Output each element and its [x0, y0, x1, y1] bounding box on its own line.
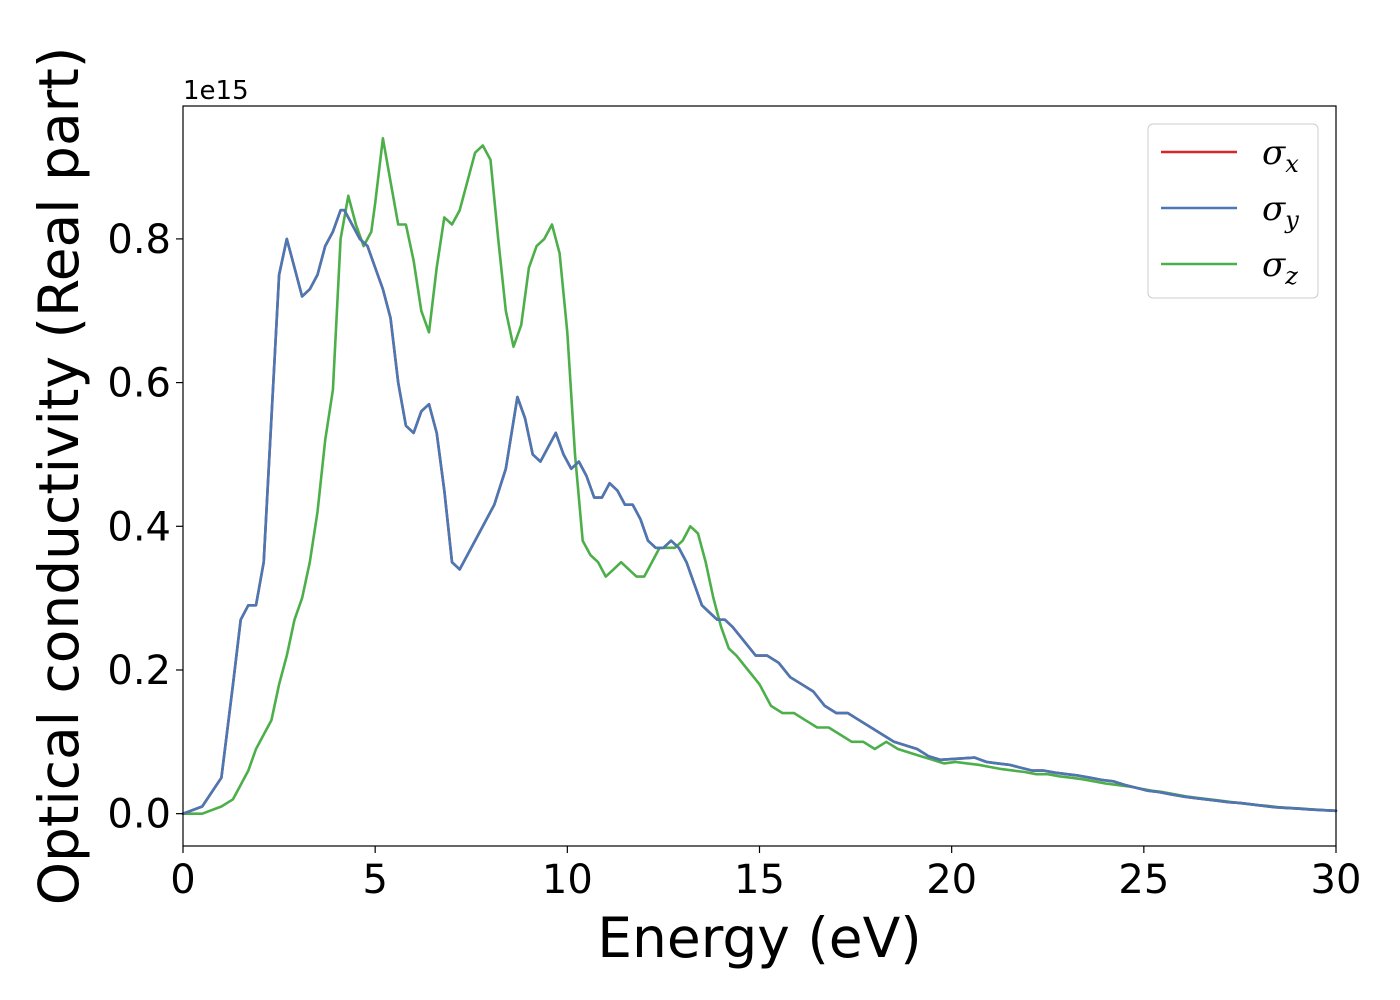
- series-layer: [181, 137, 1338, 815]
- x-tick-label: 30: [1311, 857, 1362, 903]
- x-axis: 0 5 10 15 20 25 30: [170, 846, 1361, 903]
- legend-label-x: σx: [1262, 133, 1299, 178]
- y-tick-label: 0.0: [107, 792, 171, 838]
- y-tick-label: 0.6: [107, 361, 171, 407]
- y-axis-label: Optical conductivity (Real part): [27, 47, 91, 906]
- x-tick-label: 5: [362, 857, 387, 903]
- series-line-y: [181, 208, 1338, 815]
- x-tick-label: 25: [1118, 857, 1169, 903]
- y-tick-label: 0.2: [107, 648, 171, 694]
- y-offset-text: 1e15: [183, 76, 249, 106]
- x-tick-label: 20: [926, 857, 977, 903]
- x-tick-label: 0: [170, 857, 195, 903]
- y-axis: 0.0 0.2 0.4 0.6 0.8: [107, 217, 183, 838]
- legend-box: [1147, 123, 1319, 299]
- series-line-z: [181, 137, 1338, 815]
- x-tick-label: 10: [542, 857, 593, 903]
- x-tick-label: 15: [734, 857, 785, 903]
- x-axis-label: Energy (eV): [597, 906, 921, 970]
- y-tick-label: 0.8: [107, 217, 171, 263]
- y-tick-label: 0.4: [107, 504, 171, 550]
